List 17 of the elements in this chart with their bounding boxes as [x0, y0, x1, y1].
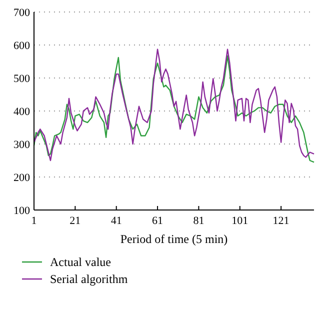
x-tick-label: 41: [110, 215, 122, 227]
x-tick-label: 21: [70, 215, 81, 227]
x-axis-title: Period of time (5 min): [120, 232, 228, 246]
x-tick-label: 101: [232, 215, 248, 227]
x-tick-label: 61: [152, 215, 164, 227]
y-tick-label: 100: [14, 205, 30, 217]
y-tick-label: 600: [14, 40, 30, 52]
legend-label: Actual value: [50, 255, 111, 269]
legend-label: Serial algorithm: [50, 272, 128, 286]
y-tick-label: 400: [14, 106, 30, 118]
x-tick-label: 81: [193, 215, 204, 227]
y-tick-label: 700: [14, 7, 30, 19]
x-tick-label: 121: [272, 215, 290, 227]
y-tick-label: 200: [14, 172, 30, 184]
y-tick-label: 300: [14, 139, 30, 151]
x-tick-label: 1: [31, 215, 37, 227]
y-tick-label: 500: [14, 73, 30, 85]
